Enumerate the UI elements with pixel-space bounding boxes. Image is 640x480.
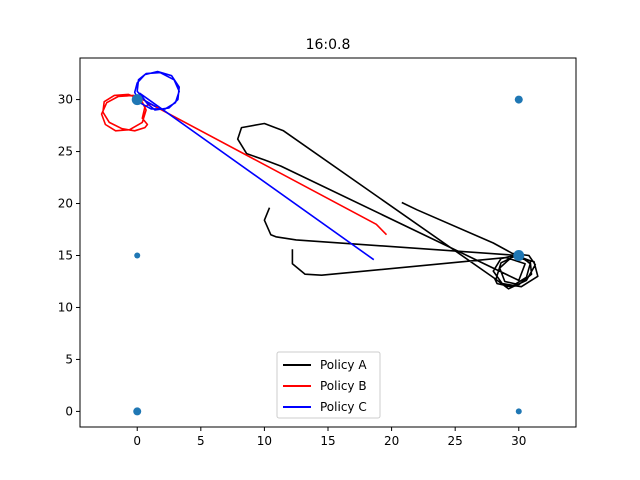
data-point: [515, 408, 522, 415]
y-axis-ticks: 0 5 10 15 20 25 30: [58, 93, 80, 418]
series-line-2: [100, 93, 388, 236]
x-axis-ticks: 0 5 10 15 20 25 30: [133, 427, 526, 448]
x-tick-label: 10: [257, 434, 272, 448]
legend-label: Policy A: [320, 358, 367, 372]
y-tick-label: 15: [58, 248, 73, 262]
y-tick-label: 25: [58, 145, 73, 159]
legend-label: Policy C: [320, 400, 367, 414]
y-tick-label: 20: [58, 197, 73, 211]
x-tick-label: 15: [320, 434, 335, 448]
y-tick-label: 10: [58, 300, 73, 314]
y-tick-label: 30: [58, 93, 73, 107]
x-tick-label: 20: [384, 434, 399, 448]
data-point: [514, 95, 523, 104]
legend-label: Policy B: [320, 379, 367, 393]
data-points: [131, 94, 525, 416]
chart-title: 16:0.8: [306, 37, 351, 53]
x-tick-label: 0: [133, 434, 141, 448]
y-tick-label: 5: [65, 352, 73, 366]
data-point: [134, 252, 141, 259]
y-tick-label: 0: [65, 404, 73, 418]
series-line-1: [236, 122, 539, 290]
x-tick-label: 30: [511, 434, 526, 448]
data-point: [513, 249, 525, 261]
legend: Policy A Policy B Policy C: [276, 351, 381, 419]
legend-box: [276, 351, 381, 419]
data-point: [133, 407, 142, 416]
data-point: [131, 94, 143, 106]
x-tick-label: 25: [448, 434, 463, 448]
x-tick-label: 5: [197, 434, 205, 448]
